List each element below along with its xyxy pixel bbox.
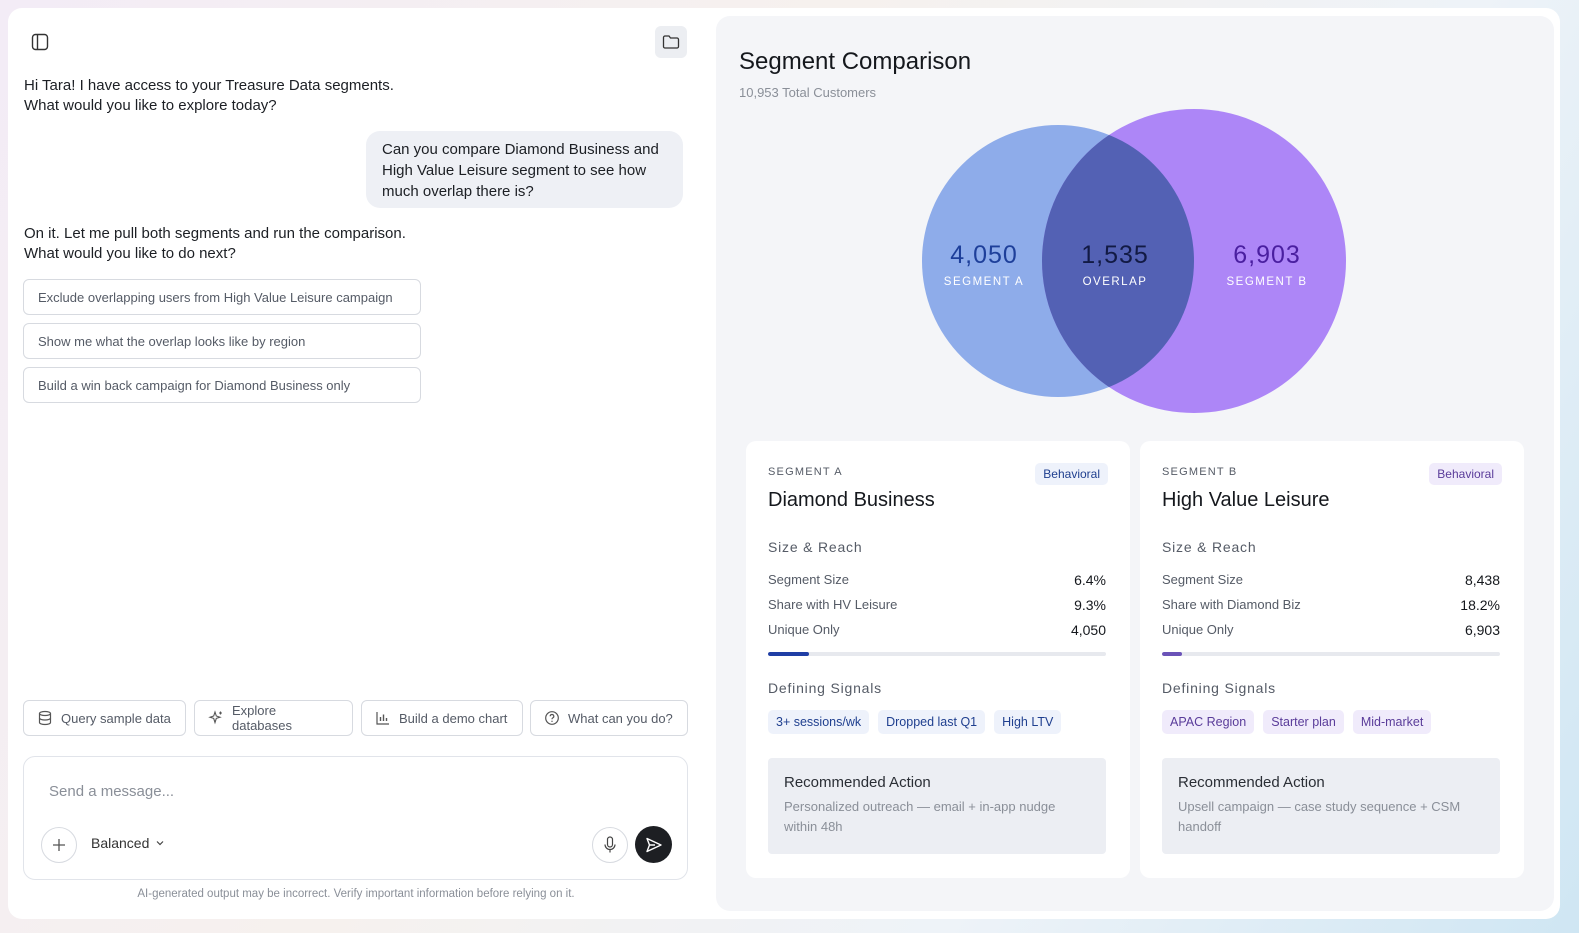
reach-progress-bar xyxy=(768,652,1106,656)
progress-fill xyxy=(1162,652,1183,656)
add-attachment-button[interactable] xyxy=(41,827,77,863)
mode-label: Balanced xyxy=(91,835,150,851)
quick-action-label: What can you do? xyxy=(568,710,673,726)
suggestion-button[interactable]: Show me what the overlap looks like by r… xyxy=(23,323,421,359)
action-text: Personalized outreach — email + in-app n… xyxy=(784,799,1056,834)
action-title: Recommended Action xyxy=(784,774,931,791)
folder-icon[interactable] xyxy=(655,26,687,58)
send-icon xyxy=(645,837,662,852)
segment-b-card: SEGMENT B Behavioral High Value Leisure … xyxy=(1140,441,1524,878)
send-button[interactable] xyxy=(635,826,672,863)
overlap-label: OVERLAP xyxy=(1083,276,1148,288)
recommended-action: Recommended Action Personalized outreach… xyxy=(768,758,1106,854)
reply-line: What would you like to do next? xyxy=(24,245,236,262)
metric-value: 6,903 xyxy=(1464,622,1500,638)
what-can-you-do-button[interactable]: What can you do? xyxy=(530,700,688,736)
signal-chip: 3+ sessions/wk xyxy=(768,710,870,734)
recommended-action: Recommended Action Upsell campaign — cas… xyxy=(1162,758,1500,854)
assistant-reply: On it. Let me pull both segments and run… xyxy=(24,224,444,264)
mode-dropdown[interactable]: Balanced xyxy=(91,835,165,851)
segment-a-label: SEGMENT A xyxy=(944,276,1024,288)
reply-line: On it. Let me pull both segments and run… xyxy=(24,225,406,242)
chevron-down-icon xyxy=(156,841,164,846)
metric-row: Segment Size 8,438 xyxy=(1162,572,1500,588)
defining-signals-heading: Defining Signals xyxy=(768,680,882,696)
sparkle-icon xyxy=(208,710,222,725)
segment-name: Diamond Business xyxy=(768,489,935,511)
defining-signals-heading: Defining Signals xyxy=(1162,680,1276,696)
database-icon xyxy=(38,710,52,726)
segment-type-badge: Behavioral xyxy=(1035,463,1108,485)
action-title: Recommended Action xyxy=(1178,774,1325,791)
quick-action-label: Explore databases xyxy=(232,703,292,733)
bar-chart-icon xyxy=(376,712,389,725)
suggestion-button[interactable]: Exclude overlapping users from High Valu… xyxy=(23,279,421,315)
help-circle-icon xyxy=(545,711,559,725)
signal-chip: High LTV xyxy=(994,710,1062,734)
greeting-line: What would you like to explore today? xyxy=(24,97,277,114)
message-composer: Send a message... Balanced xyxy=(23,756,688,880)
segment-name: High Value Leisure xyxy=(1162,489,1330,511)
user-message: Can you compare Diamond Business and Hig… xyxy=(366,131,683,208)
metric-value: 6.4% xyxy=(1074,572,1106,588)
metric-label: Share with Diamond Biz xyxy=(1162,597,1301,612)
metric-value: 8,438 xyxy=(1464,572,1500,588)
metric-label: Segment Size xyxy=(1162,572,1243,587)
size-reach-heading: Size & Reach xyxy=(1162,539,1257,555)
suggestion-button[interactable]: Build a win back campaign for Diamond Bu… xyxy=(23,367,421,403)
metric-row: Share with Diamond Biz 18.2% xyxy=(1162,597,1500,613)
build-demo-chart-button[interactable]: Build a demo chart xyxy=(361,700,523,736)
metric-label: Share with HV Leisure xyxy=(768,597,898,612)
overlap-value: 1,535 xyxy=(1081,241,1149,269)
metric-row: Share with HV Leisure 9.3% xyxy=(768,597,1106,613)
venn-diagram: 4,050 SEGMENT A 1,535 OVERLAP 6,903 SEGM… xyxy=(922,109,1346,413)
overlap-region xyxy=(1042,125,1194,397)
segment-b-value: 6,903 xyxy=(1233,241,1301,269)
metric-row: Unique Only 6,903 xyxy=(1162,622,1500,638)
signal-chips: APAC Region Starter plan Mid-market xyxy=(1162,710,1432,734)
disclaimer-text: AI-generated output may be incorrect. Ve… xyxy=(137,888,575,900)
card-eyebrow: SEGMENT A xyxy=(768,466,843,478)
quick-action-label: Query sample data xyxy=(61,710,171,726)
assistant-greeting: Hi Tara! I have access to your Treasure … xyxy=(24,76,444,116)
panel-title: Segment Comparison xyxy=(739,48,972,75)
size-reach-heading: Size & Reach xyxy=(768,539,863,555)
signal-chip: Dropped last Q1 xyxy=(878,710,986,734)
reach-progress-bar xyxy=(1162,652,1500,656)
metric-value: 18.2% xyxy=(1460,597,1500,613)
app-frame: Hi Tara! I have access to your Treasure … xyxy=(8,8,1560,919)
metric-label: Segment Size xyxy=(768,572,849,587)
metric-label: Unique Only xyxy=(1162,622,1234,637)
segment-type-badge: Behavioral xyxy=(1429,463,1502,485)
signal-chip: APAC Region xyxy=(1162,710,1255,734)
metric-value: 9.3% xyxy=(1074,597,1106,613)
chat-panel: Hi Tara! I have access to your Treasure … xyxy=(8,8,708,919)
microphone-icon xyxy=(604,836,616,853)
sidebar-toggle-icon[interactable] xyxy=(28,30,52,54)
total-customers: 10,953 Total Customers xyxy=(739,85,877,100)
microphone-button[interactable] xyxy=(592,827,628,863)
explore-databases-button[interactable]: Explore databases xyxy=(194,700,353,736)
signal-chips: 3+ sessions/wk Dropped last Q1 High LTV xyxy=(768,710,1062,734)
query-sample-data-button[interactable]: Query sample data xyxy=(23,700,186,736)
metric-row: Segment Size 6.4% xyxy=(768,572,1106,588)
signal-chip: Starter plan xyxy=(1263,710,1344,734)
message-input[interactable]: Send a message... xyxy=(49,783,175,800)
metric-row: Unique Only 4,050 xyxy=(768,622,1106,638)
segment-comparison-panel: Segment Comparison 10,953 Total Customer… xyxy=(716,16,1554,911)
metric-label: Unique Only xyxy=(768,622,840,637)
segment-a-value: 4,050 xyxy=(950,241,1018,269)
card-eyebrow: SEGMENT B xyxy=(1162,466,1238,478)
quick-action-label: Build a demo chart xyxy=(399,710,508,726)
segment-b-label: SEGMENT B xyxy=(1226,276,1307,288)
segment-a-card: SEGMENT A Behavioral Diamond Business Si… xyxy=(746,441,1130,878)
plus-icon xyxy=(53,839,65,851)
action-text: Upsell campaign — case study sequence + … xyxy=(1178,799,1461,834)
progress-fill xyxy=(768,652,809,656)
greeting-line: Hi Tara! I have access to your Treasure … xyxy=(24,77,394,94)
metric-value: 4,050 xyxy=(1070,622,1106,638)
signal-chip: Mid-market xyxy=(1352,710,1432,734)
